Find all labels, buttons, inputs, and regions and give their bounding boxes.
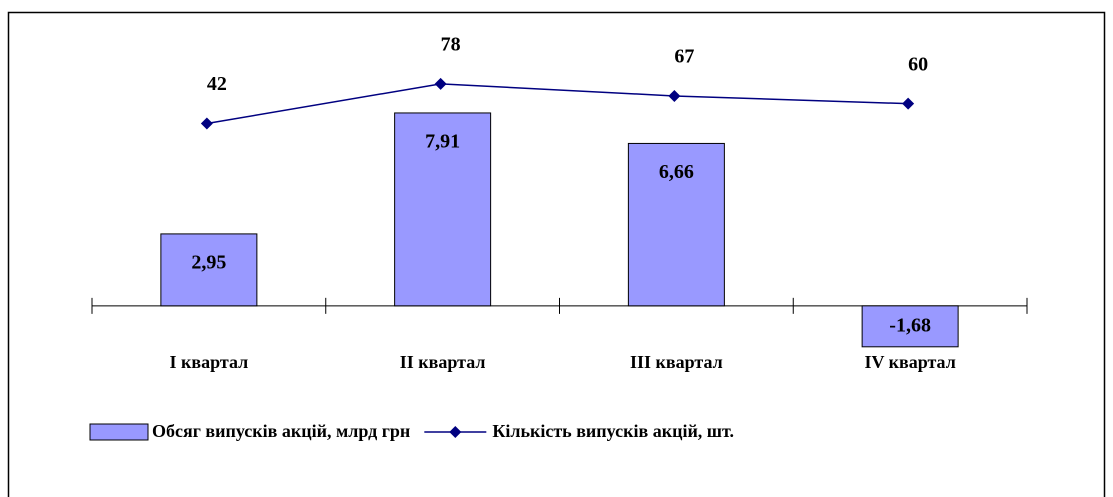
bar-value-label: 6,66 xyxy=(659,161,694,183)
bar xyxy=(394,112,492,307)
line-value-label: 60 xyxy=(908,53,928,75)
bar xyxy=(861,305,959,348)
line xyxy=(206,83,909,125)
bar xyxy=(627,142,725,307)
line-marker xyxy=(434,77,447,90)
bar xyxy=(160,233,258,307)
legend-label: Кількість випусків акцій, шт. xyxy=(492,421,734,441)
bar-value-label: -1,68 xyxy=(889,314,931,336)
line-marker xyxy=(200,117,213,130)
legend-swatch xyxy=(89,423,149,441)
x-tick-label: I квартал xyxy=(170,352,249,372)
legend-marker xyxy=(449,426,462,438)
bar-value-label: 2,95 xyxy=(191,251,226,273)
x-tick-label: III квартал xyxy=(630,352,723,372)
line-value-label: 67 xyxy=(674,46,694,68)
line-value-label: 42 xyxy=(207,73,227,95)
line-value-label: 78 xyxy=(441,33,461,55)
line-marker xyxy=(902,97,915,110)
bar-value-label: 7,91 xyxy=(425,131,460,153)
x-tick-label: IV квартал xyxy=(864,352,955,372)
legend-label: Обсяг випусків акцій, млрд грн xyxy=(152,421,410,441)
line-marker xyxy=(668,89,681,102)
x-tick-label: II квартал xyxy=(400,352,486,372)
